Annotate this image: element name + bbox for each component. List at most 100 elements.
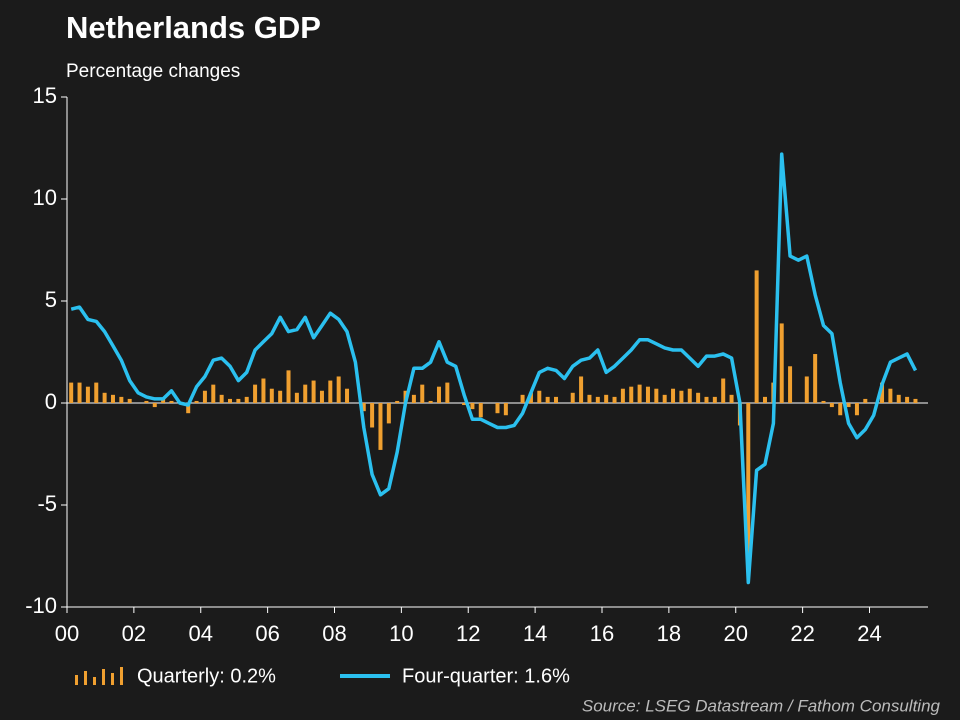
x-tick-label: 12 xyxy=(456,621,480,646)
bar xyxy=(144,400,149,403)
x-tick-label: 24 xyxy=(857,621,881,646)
bar xyxy=(696,392,701,403)
bar xyxy=(303,384,308,403)
bar xyxy=(762,396,767,403)
bar xyxy=(821,400,826,403)
bar xyxy=(77,382,82,403)
chart-title: Netherlands GDP xyxy=(66,10,321,45)
y-tick-label: 5 xyxy=(45,287,57,312)
bar xyxy=(194,400,199,403)
bar xyxy=(336,376,341,403)
bar xyxy=(294,392,299,403)
y-tick-label: 10 xyxy=(33,185,57,210)
bar xyxy=(804,376,809,403)
bar xyxy=(528,392,533,403)
bar xyxy=(854,403,859,416)
bar xyxy=(503,403,508,416)
bar xyxy=(395,400,400,403)
bar xyxy=(687,388,692,403)
legend-swatch xyxy=(120,667,123,685)
bar xyxy=(495,403,500,414)
bar xyxy=(127,398,132,403)
bar xyxy=(311,380,316,403)
bar xyxy=(721,378,726,403)
bar xyxy=(788,366,793,403)
bar xyxy=(863,398,868,403)
legend-swatch xyxy=(84,671,87,685)
bar xyxy=(436,386,441,403)
bar xyxy=(152,403,157,408)
bar xyxy=(161,398,166,403)
bar xyxy=(186,403,191,414)
legend-swatch xyxy=(75,675,78,685)
bar xyxy=(620,388,625,403)
bar xyxy=(278,390,283,403)
line xyxy=(70,152,918,585)
legend-swatch xyxy=(111,673,114,685)
y-tick-label: -5 xyxy=(37,491,57,516)
bar xyxy=(228,398,233,403)
bar xyxy=(838,403,843,416)
x-tick-label: 16 xyxy=(590,621,614,646)
bar xyxy=(595,396,600,403)
bar xyxy=(119,396,124,403)
bar xyxy=(587,394,592,403)
bar xyxy=(328,380,333,403)
bar xyxy=(244,396,249,403)
bar xyxy=(370,403,375,428)
bar xyxy=(704,396,709,403)
bar xyxy=(888,388,893,403)
bar xyxy=(286,370,291,403)
bar xyxy=(428,400,433,403)
y-tick-label: 0 xyxy=(45,389,57,414)
x-tick-label: 04 xyxy=(189,621,213,646)
x-tick-label: 14 xyxy=(523,621,547,646)
bar xyxy=(470,403,475,410)
bar xyxy=(913,398,918,403)
legend-swatch xyxy=(93,677,96,685)
bar xyxy=(169,400,174,403)
bar xyxy=(654,388,659,403)
x-tick-label: 00 xyxy=(55,621,79,646)
bar xyxy=(345,388,350,403)
bar xyxy=(645,386,650,403)
bar xyxy=(202,390,207,403)
bar xyxy=(411,394,416,403)
bar xyxy=(85,386,90,403)
bar xyxy=(445,382,450,403)
bar xyxy=(637,384,642,403)
bar xyxy=(69,382,74,403)
bar xyxy=(896,394,901,403)
bar xyxy=(612,396,617,403)
bar xyxy=(420,384,425,403)
x-tick-label: 18 xyxy=(657,621,681,646)
bar xyxy=(102,392,107,403)
bar xyxy=(604,394,609,403)
bar xyxy=(261,378,266,403)
bar xyxy=(729,394,734,403)
bar xyxy=(554,396,559,403)
bar xyxy=(813,354,818,403)
x-tick-label: 02 xyxy=(122,621,146,646)
bar xyxy=(629,386,634,403)
bar xyxy=(94,382,99,403)
bar xyxy=(846,403,851,408)
bar xyxy=(378,403,383,450)
bar xyxy=(219,394,224,403)
x-tick-label: 08 xyxy=(322,621,346,646)
bar xyxy=(754,270,759,403)
bar xyxy=(829,403,834,408)
y-tick-label: -10 xyxy=(25,593,57,618)
bar xyxy=(462,403,467,406)
bar xyxy=(110,394,115,403)
bar xyxy=(579,376,584,403)
bar xyxy=(361,403,366,412)
bar xyxy=(236,398,241,403)
bar xyxy=(712,396,717,403)
bar xyxy=(880,382,885,403)
source: Source: LSEG Datastream / Fathom Consult… xyxy=(582,696,941,715)
bar xyxy=(537,390,542,403)
legend-label: Quarterly: 0.2% xyxy=(137,665,276,687)
